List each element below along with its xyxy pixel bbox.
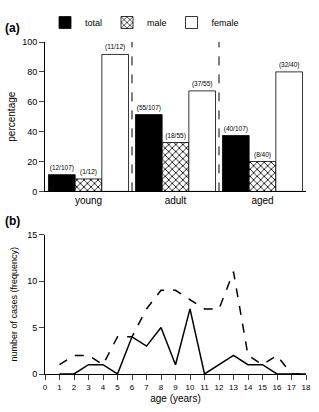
svg-text:6: 6: [130, 383, 135, 392]
svg-text:male: male: [147, 18, 167, 28]
svg-text:4: 4: [101, 383, 106, 392]
svg-text:(a): (a): [5, 21, 20, 35]
svg-text:total: total: [85, 18, 102, 28]
svg-text:2: 2: [72, 383, 77, 392]
svg-text:100: 100: [22, 37, 37, 47]
svg-text:7: 7: [144, 383, 149, 392]
svg-text:8: 8: [159, 383, 164, 392]
svg-text:15: 15: [258, 383, 267, 392]
svg-text:female: female: [212, 18, 239, 28]
svg-text:(32/40): (32/40): [279, 61, 300, 69]
svg-text:age (years): age (years): [150, 393, 201, 404]
svg-text:11: 11: [200, 383, 209, 392]
svg-text:17: 17: [287, 383, 296, 392]
svg-text:(12/107): (12/107): [50, 164, 74, 172]
svg-text:(1/12): (1/12): [80, 168, 97, 176]
svg-text:adult: adult: [165, 195, 187, 206]
svg-text:12: 12: [215, 383, 224, 392]
svg-text:18: 18: [302, 383, 311, 392]
svg-text:percentage: percentage: [6, 91, 17, 141]
svg-text:10: 10: [27, 276, 37, 286]
svg-text:13: 13: [229, 383, 238, 392]
svg-text:0: 0: [32, 369, 37, 379]
svg-text:aged: aged: [251, 195, 273, 206]
svg-text:(55/107): (55/107): [137, 104, 161, 112]
svg-text:16: 16: [273, 383, 282, 392]
svg-text:young: young: [75, 195, 102, 206]
svg-text:5: 5: [115, 383, 120, 392]
svg-text:0: 0: [32, 187, 37, 197]
svg-text:80: 80: [27, 67, 37, 77]
svg-text:(b): (b): [5, 214, 20, 228]
svg-text:(37/55): (37/55): [192, 80, 213, 88]
svg-text:(8/40): (8/40): [254, 151, 271, 159]
svg-text:40: 40: [27, 127, 37, 137]
svg-text:15: 15: [27, 230, 37, 240]
svg-text:(40/107): (40/107): [224, 125, 248, 133]
svg-text:(18/55): (18/55): [165, 132, 186, 140]
svg-text:60: 60: [27, 97, 37, 107]
svg-text:(11/12): (11/12): [105, 43, 125, 51]
svg-text:10: 10: [186, 383, 195, 392]
svg-text:14: 14: [244, 383, 253, 392]
svg-text:1: 1: [57, 383, 62, 392]
svg-text:number of cases (frequency): number of cases (frequency): [9, 247, 19, 362]
svg-text:3: 3: [86, 383, 91, 392]
svg-text:9: 9: [173, 383, 178, 392]
svg-text:5: 5: [32, 323, 37, 333]
svg-text:20: 20: [27, 157, 37, 167]
svg-text:0: 0: [43, 383, 48, 392]
